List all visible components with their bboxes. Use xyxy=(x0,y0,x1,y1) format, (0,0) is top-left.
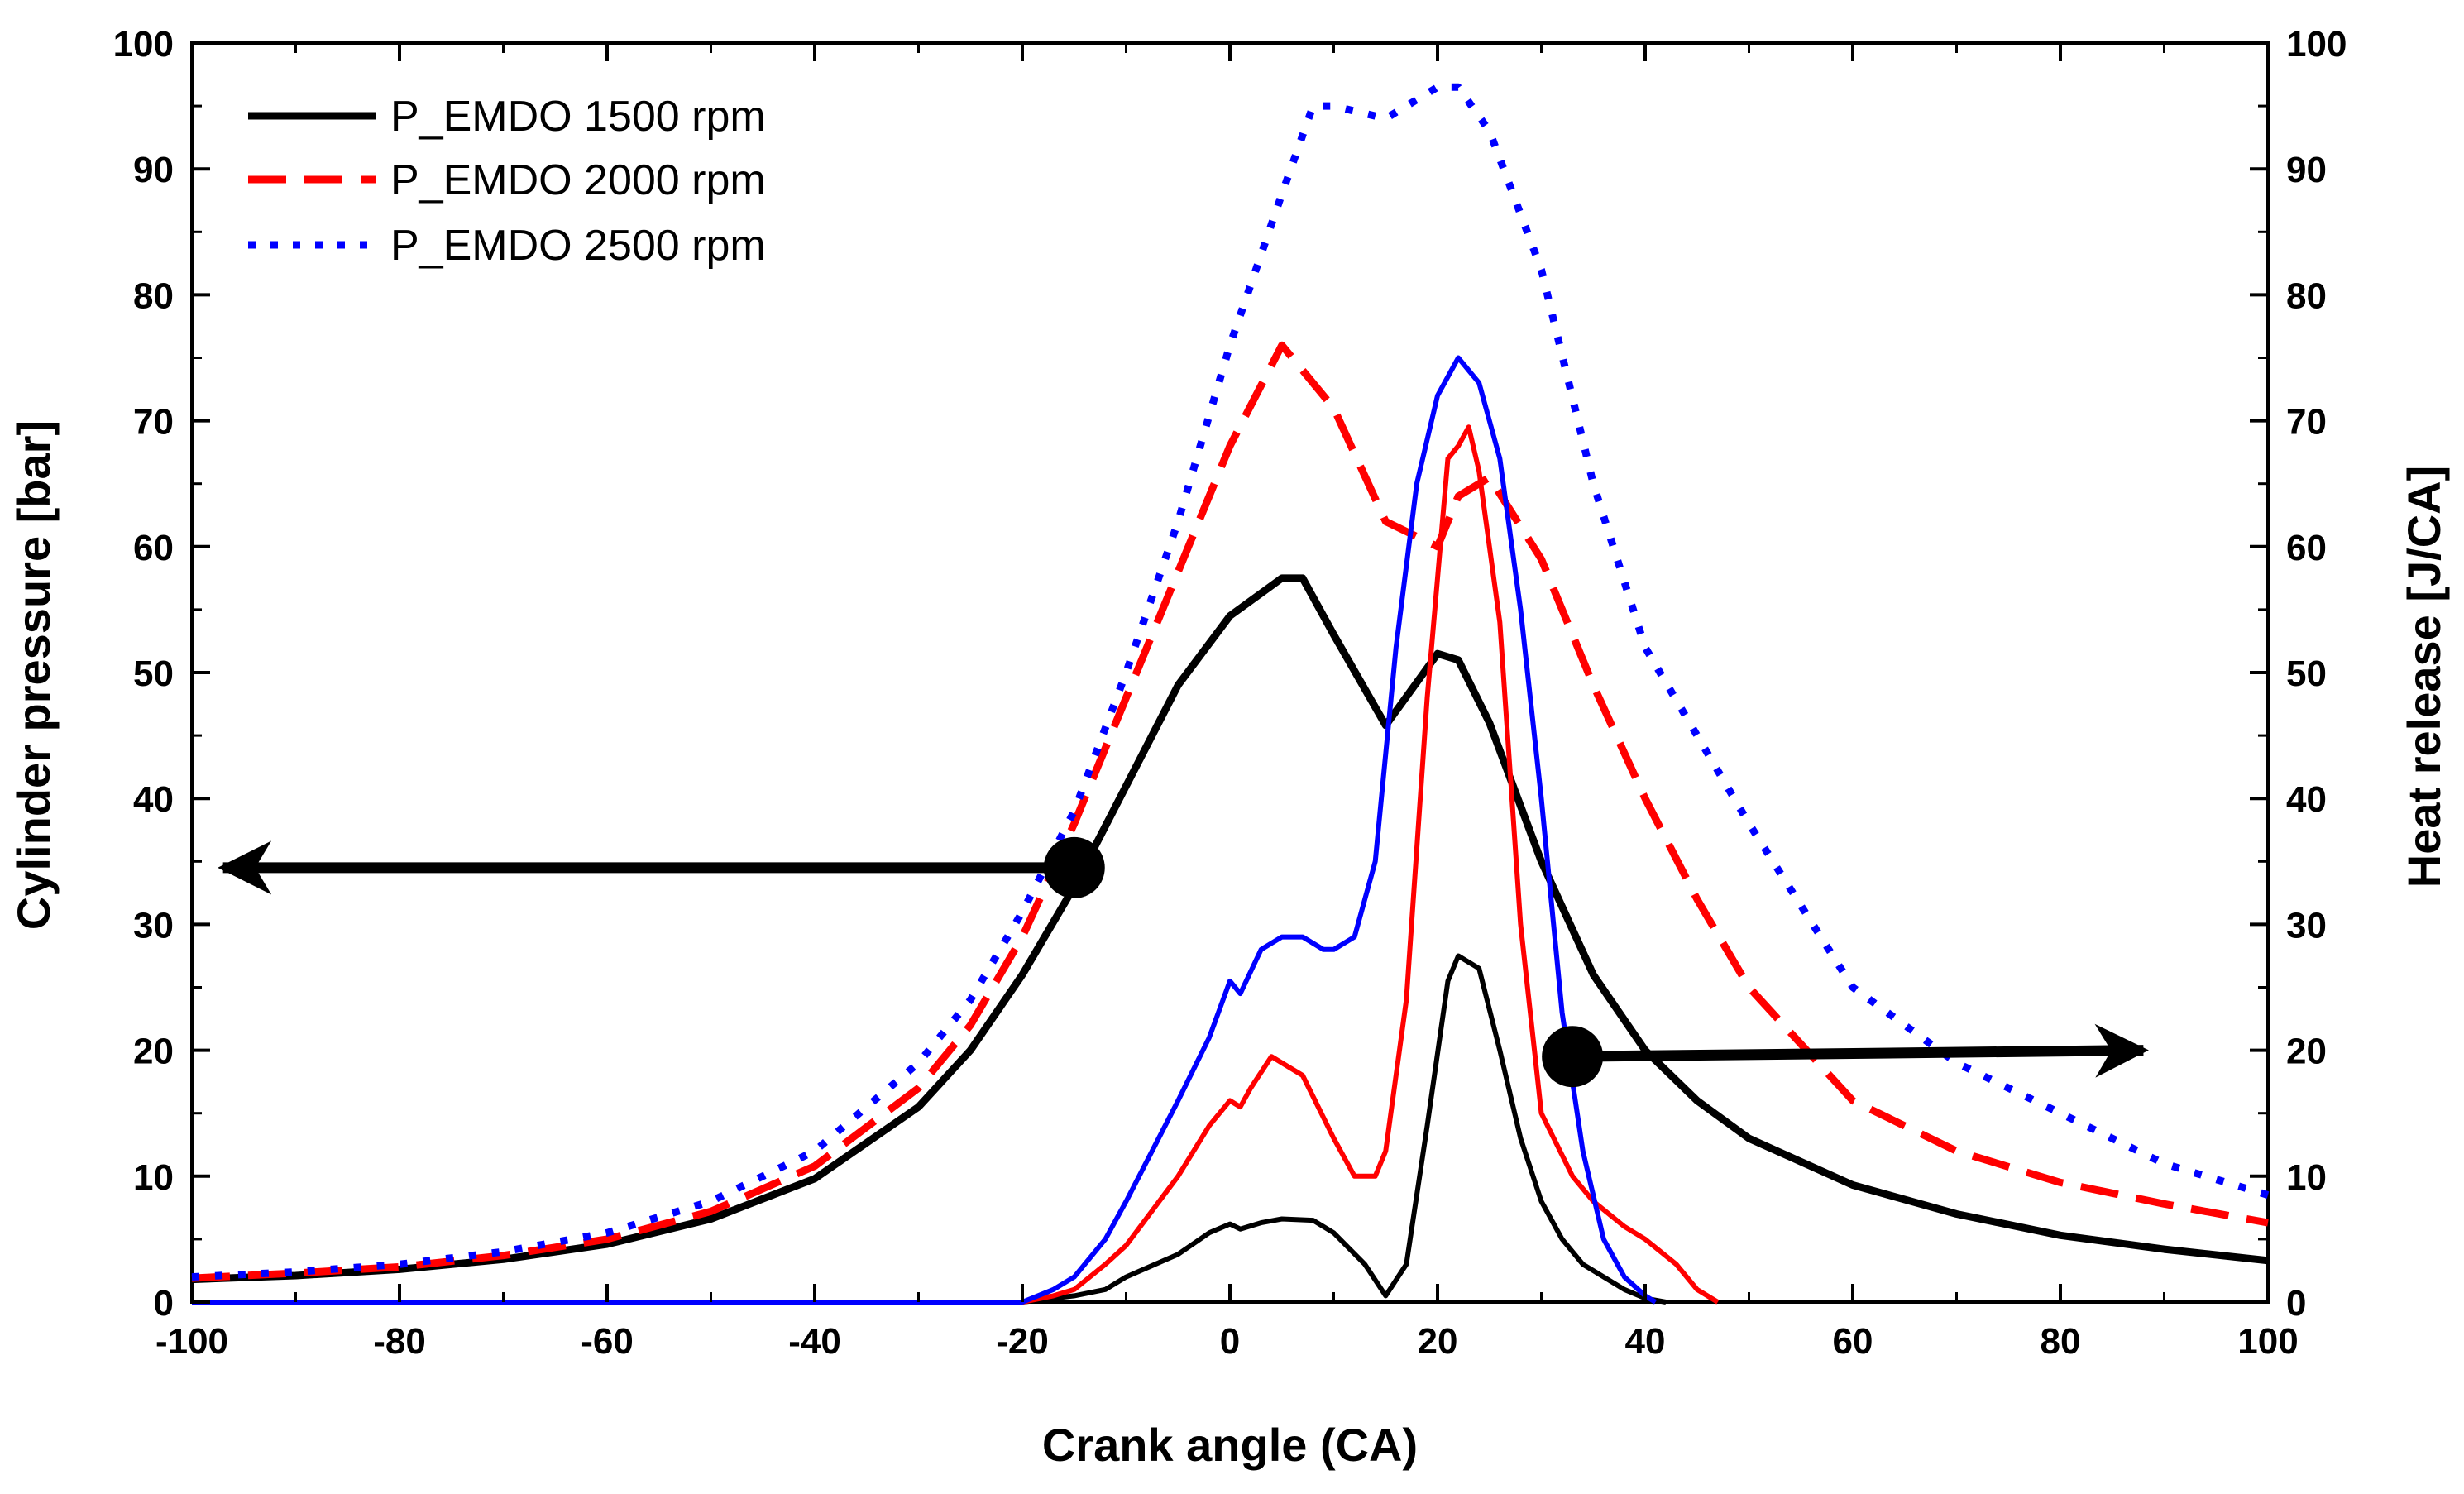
y-left-tick-label: 70 xyxy=(133,402,174,443)
annotation-layer xyxy=(218,836,2149,1088)
x-tick-label: 80 xyxy=(2041,1321,2081,1362)
x-tick-label: 60 xyxy=(1833,1321,1873,1362)
x-tick-label: -20 xyxy=(996,1321,1049,1362)
y-left-tick-label: 50 xyxy=(133,654,174,694)
series-line-heat-release-1500-rpm xyxy=(192,953,1667,1305)
series-line-p-emdo-1500-rpm xyxy=(191,574,2269,1284)
y-right-tick-label: 20 xyxy=(2286,1032,2327,1072)
legend-label-2500: P_EMDO 2500 rpm xyxy=(390,222,766,270)
series-line-p-emdo-2000-rpm xyxy=(191,341,2269,1282)
y-left-tick-label: 10 xyxy=(133,1157,174,1198)
axis-indicator-marker xyxy=(1043,836,1105,898)
y-right-tick-label: 0 xyxy=(2286,1283,2306,1324)
left-y-axis-title: Cylinder pressure [bar] xyxy=(7,420,60,930)
x-tick-label: -100 xyxy=(155,1321,228,1362)
series-line-heat-release-2000-rpm xyxy=(192,424,1720,1305)
y-left-tick-label: 0 xyxy=(154,1283,174,1324)
y-right-tick-label: 80 xyxy=(2286,275,2327,316)
axis-indicator-marker xyxy=(1542,1026,1604,1088)
y-left-tick-label: 90 xyxy=(133,150,174,190)
y-left-tick-label: 80 xyxy=(133,275,174,316)
y-right-tick-label: 10 xyxy=(2286,1157,2327,1198)
y-right-tick-label: 30 xyxy=(2286,905,2327,946)
y-right-tick-label: 90 xyxy=(2286,150,2327,190)
y-right-tick-label: 50 xyxy=(2286,654,2327,694)
series-line-heat-release-2500-rpm xyxy=(192,355,1658,1305)
x-tick-label: -80 xyxy=(373,1321,426,1362)
y-left-tick-label: 100 xyxy=(113,24,174,65)
y-left-tick-label: 60 xyxy=(133,528,174,568)
x-tick-label: -60 xyxy=(581,1321,634,1362)
x-tick-label: 40 xyxy=(1625,1321,1666,1362)
y-right-tick-label: 100 xyxy=(2286,24,2347,65)
right-y-axis-title: Heat release [J/CA] xyxy=(2398,466,2450,888)
x-tick-label: 100 xyxy=(2237,1321,2298,1362)
x-tick-label: 20 xyxy=(1418,1321,1458,1362)
y-left-tick-label: 20 xyxy=(133,1032,174,1072)
y-left-tick-label: 30 xyxy=(133,905,174,946)
x-tick-label: -40 xyxy=(788,1321,841,1362)
legend: P_EMDO 1500 rpm P_EMDO 2000 rpm P_EMDO 2… xyxy=(248,93,766,270)
y-right-tick-label: 60 xyxy=(2286,528,2327,568)
x-tick-label: 0 xyxy=(1220,1321,1240,1362)
x-axis-title: Crank angle (CA) xyxy=(1042,1419,1418,1471)
legend-label-1500: P_EMDO 1500 rpm xyxy=(390,93,766,141)
y-right-tick-label: 40 xyxy=(2286,779,2327,820)
axis-indicator-arrow xyxy=(1572,1023,2149,1078)
y-right-tick-label: 70 xyxy=(2286,402,2327,443)
legend-label-2000: P_EMDO 2000 rpm xyxy=(390,156,766,204)
y-left-tick-label: 40 xyxy=(133,779,174,820)
series-layer xyxy=(191,83,2270,1305)
